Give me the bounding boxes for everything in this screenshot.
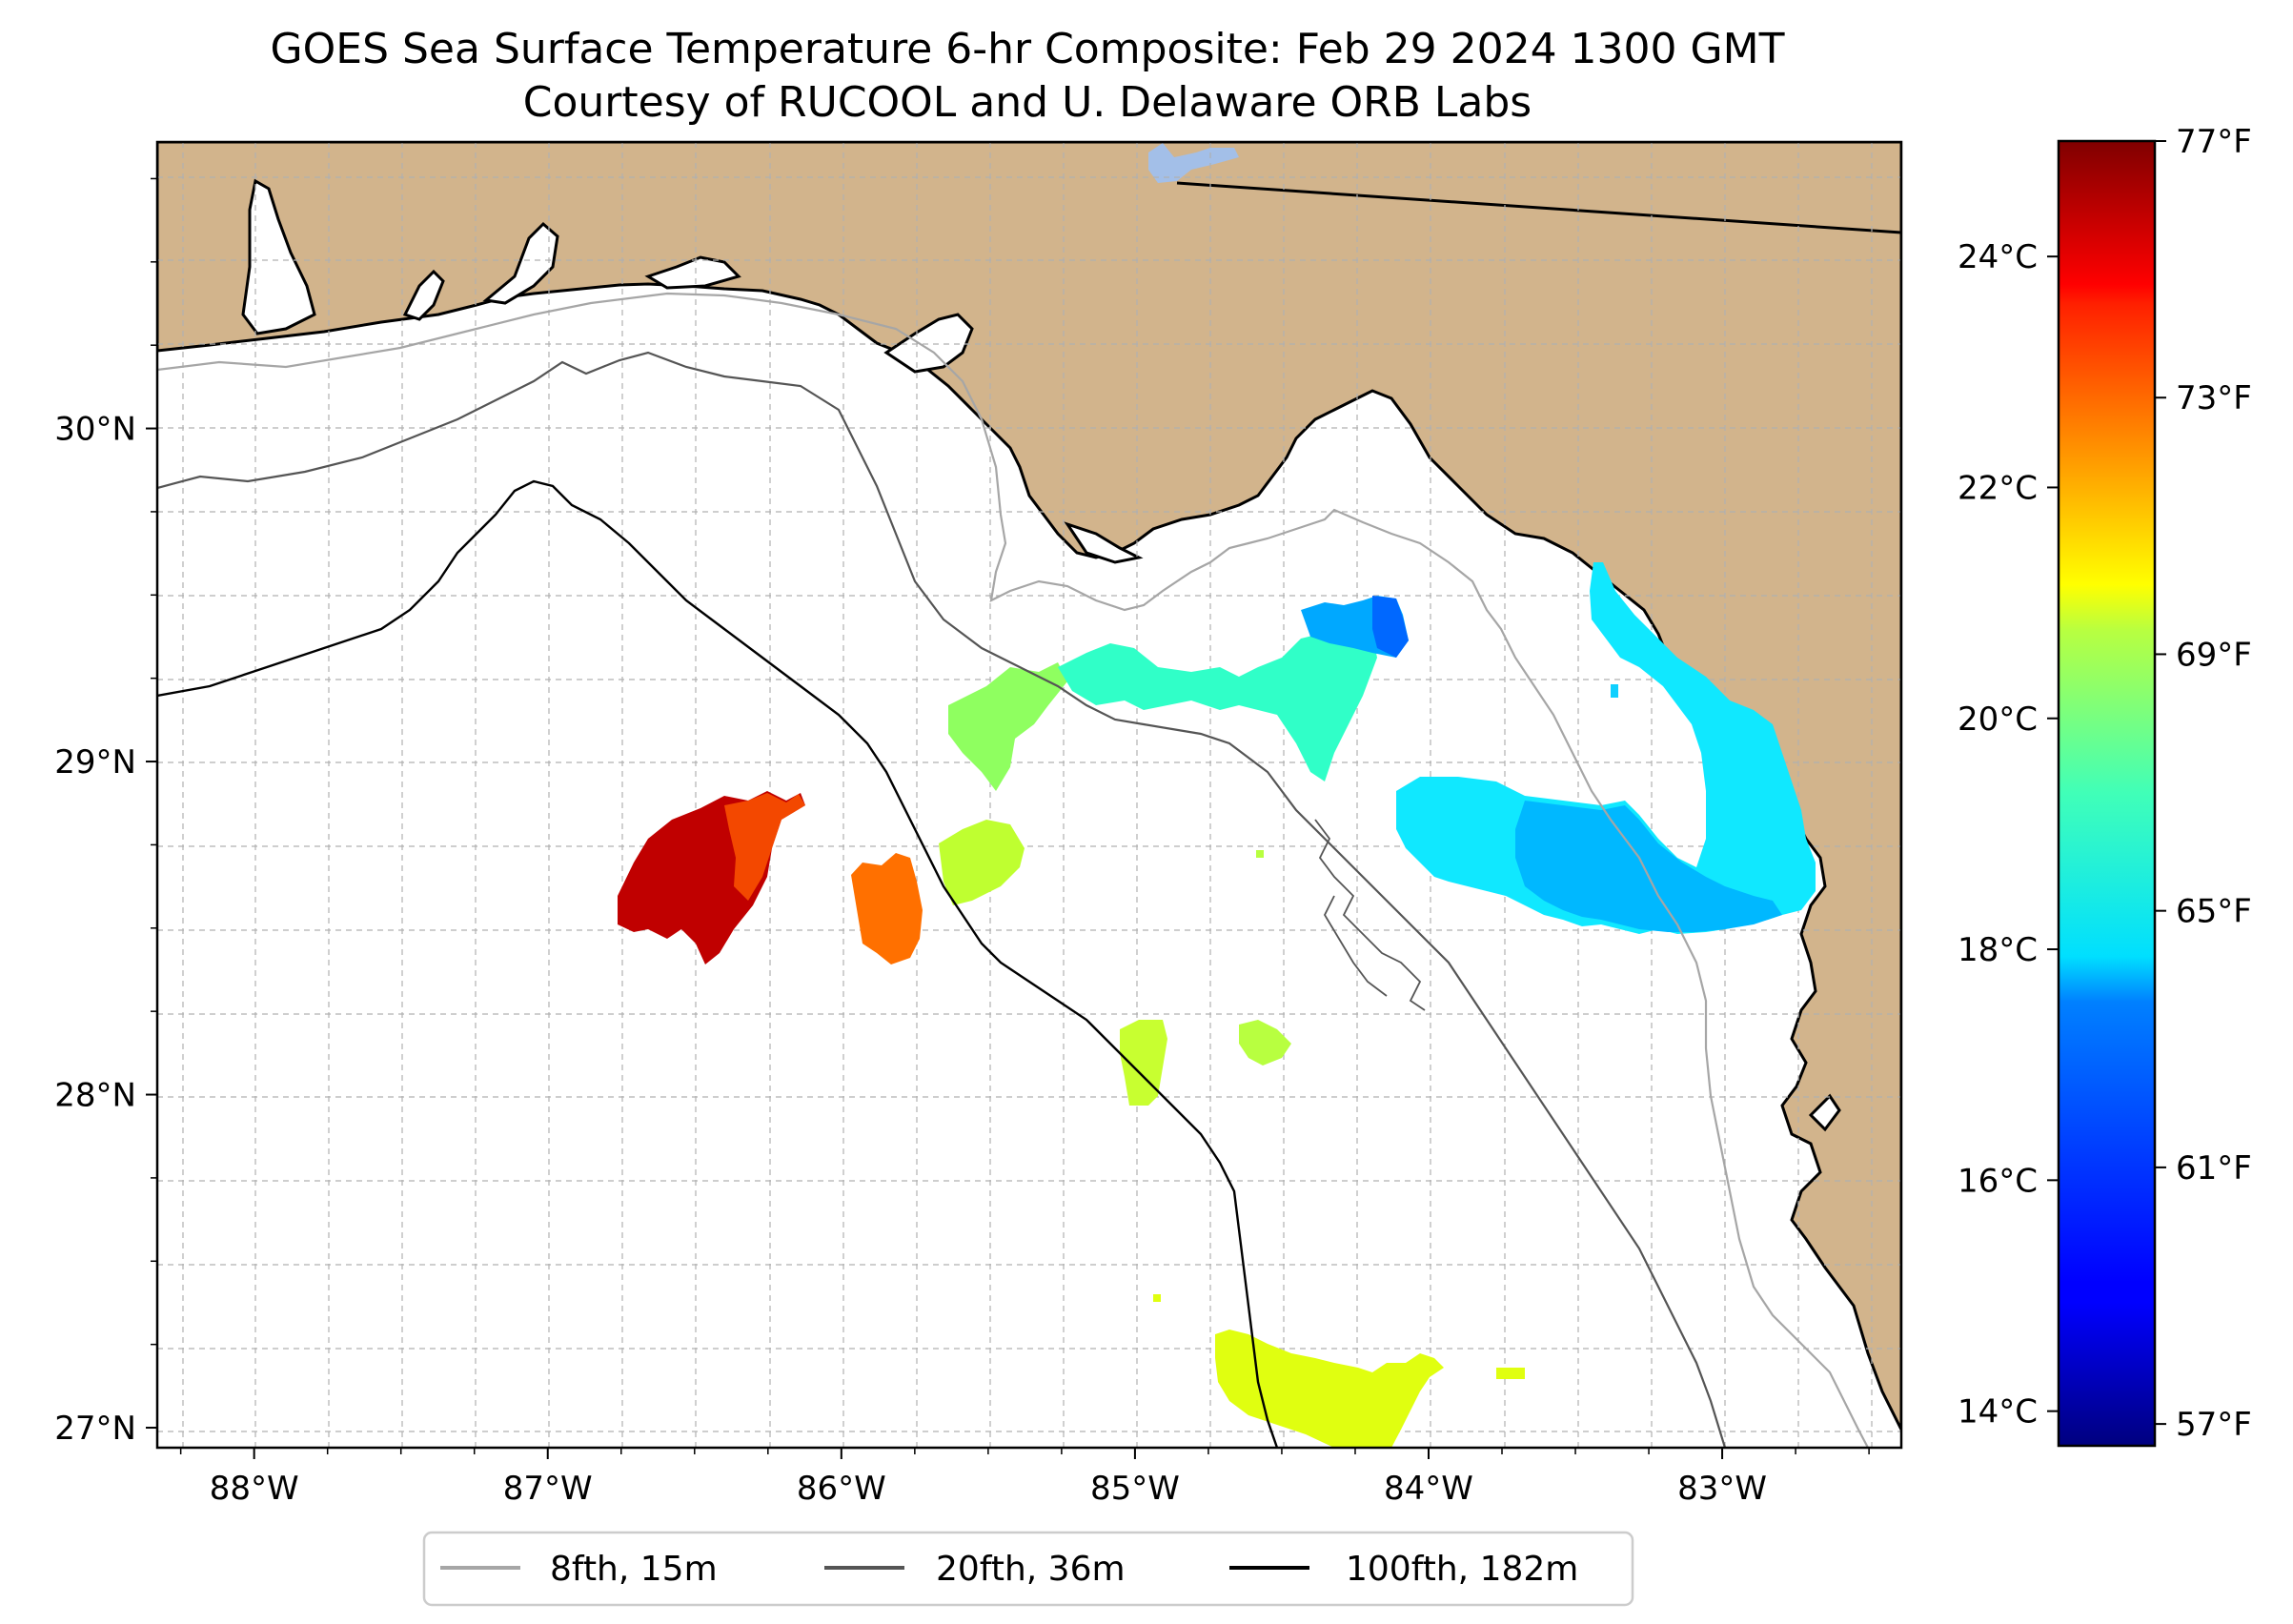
sst-patch-blue-east (1515, 801, 1782, 932)
cbar-c-tick-label: 22°C (1958, 469, 2038, 507)
lon-tick-label: 86°W (797, 1470, 886, 1508)
cbar-f-tick-label: 65°F (2176, 893, 2252, 931)
land (157, 142, 1901, 1431)
state-boundary (1176, 181, 1901, 234)
isobath-20fth (157, 351, 1727, 1448)
isobaths (157, 292, 1869, 1448)
lat-tick-label: 28°N (54, 1077, 136, 1115)
lon-tick-label: 88°W (210, 1470, 299, 1508)
sst-patch-green-c (1120, 1020, 1167, 1106)
longitude-axis: 88°W 87°W 86°W 85°W 84°W 83°W (179, 1448, 1870, 1508)
sst-patch-cyan-east (1396, 562, 1816, 934)
sst-patch-orange (851, 853, 923, 964)
cbar-f-tick-label: 69°F (2176, 636, 2252, 674)
cbar-f-tick-label: 61°F (2176, 1149, 2252, 1188)
lon-tick-label: 87°W (503, 1470, 593, 1508)
cbar-f-tick-label: 57°F (2176, 1406, 2252, 1444)
sst-patches (618, 562, 1816, 1448)
cbar-c-tick-label: 24°C (1958, 238, 2038, 276)
sst-patch-warm-west-edge (724, 793, 805, 901)
lat-tick-label: 30°N (54, 411, 136, 449)
colorbar: 14°C 16°C 18°C 20°C 22°C 24°C 57°F 61°F 65°F 69°… (1958, 123, 2252, 1448)
cbar-f-tick-label: 73°F (2176, 379, 2252, 417)
latitude-axis: 27°N 28°N 29°N 30°N (54, 177, 157, 1448)
sst-patch-cyan-band (1058, 629, 1377, 782)
sst-patch-green-b (948, 662, 1067, 791)
sst-patch-green-d (1239, 1020, 1291, 1066)
legend-box (422, 1531, 1634, 1607)
legend-label-8fth: 8fth, 15m (550, 1550, 718, 1589)
sst-patch-green-a (939, 820, 1025, 905)
sst-patch-blue-deep (1372, 596, 1409, 658)
lake (1148, 143, 1239, 183)
isobath-100fth (157, 479, 1279, 1448)
legend-label-20fth: 20fth, 36m (936, 1550, 1126, 1589)
coastal-bays (241, 178, 1841, 1132)
isobath-8fth (157, 292, 1869, 1448)
map-title-line2: Courtesy of RUCOOL and U. Delaware ORB L… (523, 78, 1532, 127)
lat-tick-label: 27°N (54, 1410, 136, 1448)
map-title-line1: GOES Sea Surface Temperature 6-hr Compos… (271, 25, 1785, 73)
colorbar-gradient (2057, 139, 2157, 1448)
colorbar-fahrenheit-ticks: 57°F 61°F 65°F 69°F 73°F 77°F (2155, 123, 2252, 1444)
colorbar-celsius-ticks: 14°C 16°C 18°C 20°C 22°C 24°C (1958, 238, 2059, 1431)
lon-tick-label: 84°W (1384, 1470, 1473, 1508)
lat-tick-label: 29°N (54, 743, 136, 782)
lon-tick-label: 83°W (1677, 1470, 1767, 1508)
legend-label-100fth: 100fth, 182m (1346, 1550, 1578, 1589)
sst-patch-yellow-south (1215, 1330, 1444, 1448)
map-area (157, 142, 1901, 1448)
cbar-c-tick-label: 20°C (1958, 700, 2038, 739)
cbar-f-tick-label: 77°F (2176, 123, 2252, 161)
cbar-c-tick-label: 18°C (1958, 931, 2038, 969)
cbar-c-tick-label: 16°C (1958, 1162, 2038, 1200)
legend: 8fth, 15m 20fth, 36m 100fth, 182m (422, 1531, 1634, 1607)
map-frame (155, 140, 1903, 1450)
cbar-c-tick-label: 14°C (1958, 1393, 2038, 1431)
isobath-shelf-detail (1314, 819, 1426, 1011)
lon-tick-label: 85°W (1090, 1470, 1180, 1508)
